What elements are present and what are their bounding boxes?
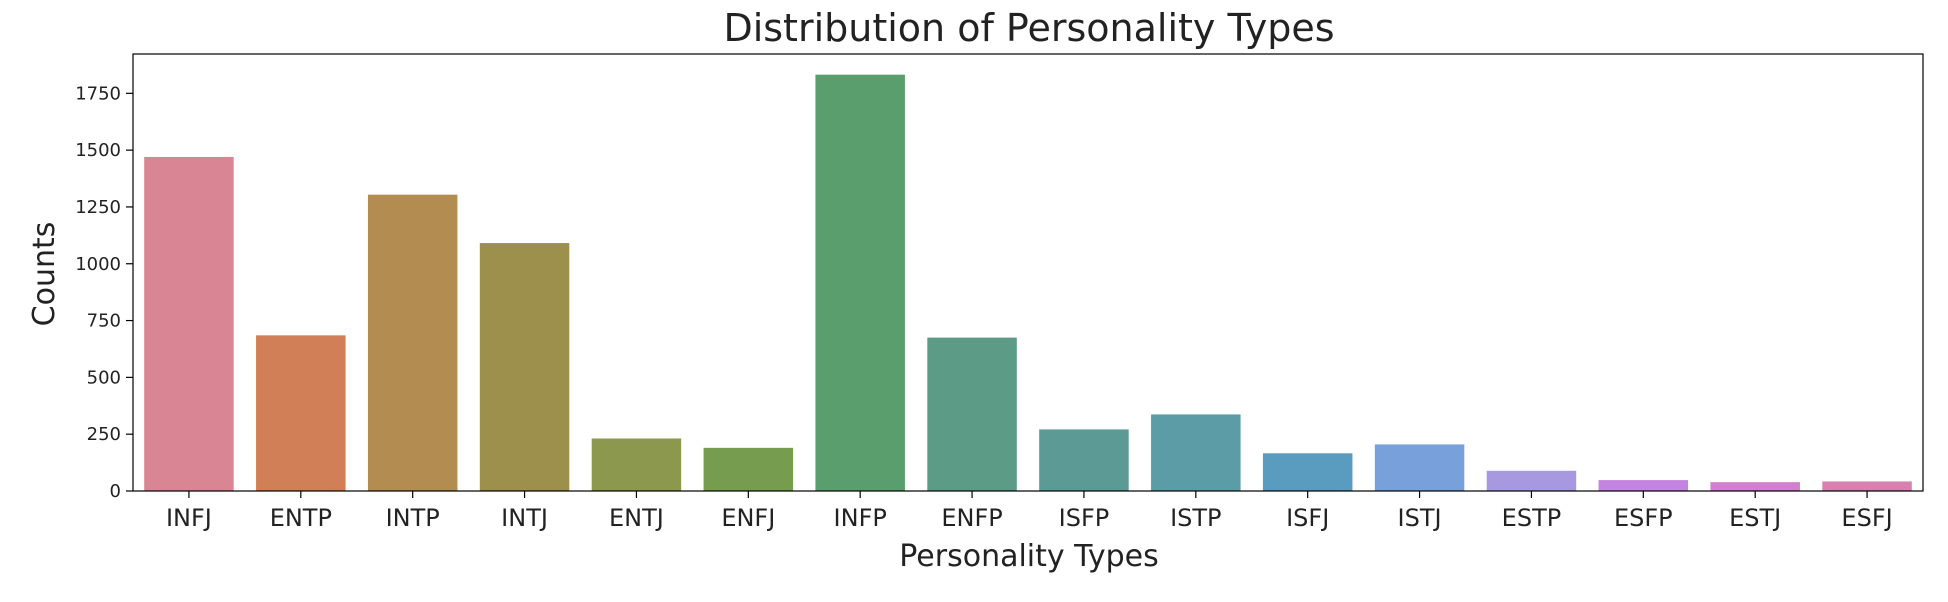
y-tick-label: 1500	[75, 140, 121, 161]
bars-group	[144, 74, 1912, 492]
x-tick-label: ESFJ	[1841, 504, 1892, 532]
bar-intj	[479, 243, 570, 491]
bar-istp	[1151, 414, 1241, 491]
y-tick-label: 500	[87, 367, 121, 388]
chart-title: Distribution of Personality Types	[723, 6, 1334, 50]
bar-entp	[256, 335, 346, 491]
x-tick-label: ISFP	[1059, 504, 1110, 532]
x-tick-label: ESFP	[1614, 504, 1673, 532]
x-tick-label: ESTP	[1502, 504, 1562, 532]
x-ticks-group: INFJ ENTP INTP INTJ ENTJ ENFJ INFP ENFP ISFP ISTP…	[166, 491, 1893, 532]
x-tick-label: ENTJ	[609, 504, 664, 532]
y-ticks-group: 0 250 500 750 1000 1250 1500 1750	[75, 83, 133, 502]
y-tick-label: 1750	[75, 83, 121, 104]
bar-entj	[591, 438, 682, 491]
x-tick-label: INTP	[386, 504, 440, 532]
bar-infj	[144, 156, 234, 491]
bar-estj	[1710, 482, 1800, 491]
bar-isfp	[1039, 429, 1129, 491]
x-tick-label: ISFJ	[1286, 504, 1329, 532]
bar-esfj	[1822, 481, 1912, 491]
x-tick-label: INTJ	[501, 504, 548, 532]
x-tick-label: ENFJ	[721, 504, 775, 532]
y-tick-label: 0	[110, 481, 121, 502]
bar-infp	[815, 74, 905, 492]
bar-intp	[367, 194, 458, 492]
y-tick-label: 750	[87, 311, 121, 332]
x-tick-label: INFP	[834, 504, 887, 532]
bar-enfp	[927, 337, 1017, 491]
x-axis-label: Personality Types	[899, 539, 1158, 574]
plot-frame	[132, 53, 1924, 492]
bar-enfj	[703, 447, 794, 491]
bar-estp	[1486, 470, 1577, 491]
x-tick-label: INFJ	[166, 504, 212, 532]
y-tick-label: 250	[87, 424, 121, 445]
y-axis-label: Counts	[27, 222, 62, 327]
y-tick-label: 1000	[75, 254, 121, 275]
y-tick-label: 1250	[75, 197, 121, 218]
x-tick-label: ENFP	[941, 504, 1002, 532]
x-tick-label: ISTP	[1170, 504, 1221, 532]
bar-istj	[1374, 444, 1465, 491]
x-tick-label: ENTP	[270, 504, 332, 532]
x-tick-label: ESTJ	[1729, 504, 1781, 532]
bar-isfj	[1262, 453, 1353, 491]
x-tick-label: ISTJ	[1398, 504, 1442, 532]
bar-esfp	[1598, 480, 1689, 491]
